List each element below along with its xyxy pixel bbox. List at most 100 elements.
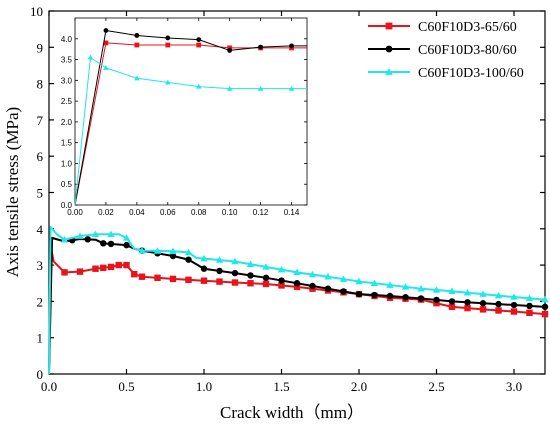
data-point-square bbox=[231, 279, 239, 286]
data-point-triangle bbox=[246, 260, 255, 267]
data-point-triangle bbox=[339, 275, 348, 282]
data-point-triangle bbox=[525, 294, 534, 302]
x-tick-label: 3.0 bbox=[506, 379, 522, 394]
data-point-square bbox=[216, 278, 223, 285]
series-3 bbox=[48, 225, 549, 375]
data-point-triangle bbox=[169, 247, 177, 255]
inset-x-tick-label: 0.10 bbox=[222, 208, 238, 217]
inset-x-tick-label: 0.12 bbox=[253, 208, 269, 217]
data-point-triangle bbox=[355, 277, 363, 285]
inset-series-line bbox=[74, 56, 307, 206]
data-point-square bbox=[262, 280, 270, 288]
x-tick-label: 1.0 bbox=[196, 379, 212, 394]
data-point-square bbox=[385, 22, 393, 30]
legend-label: C60F10D3-80/60 bbox=[418, 43, 517, 58]
data-point-circle bbox=[185, 256, 192, 263]
data-point-triangle bbox=[308, 270, 317, 278]
data-point-triangle bbox=[184, 248, 193, 256]
data-point-circle bbox=[200, 265, 208, 272]
data-point-circle bbox=[216, 267, 223, 275]
data-point-circle bbox=[100, 240, 107, 247]
data-point-triangle bbox=[324, 273, 332, 280]
data-point-circle bbox=[123, 241, 130, 249]
data-point-triangle bbox=[385, 68, 393, 75]
data-point-circle bbox=[526, 302, 533, 310]
data-point-circle bbox=[402, 294, 409, 301]
series-line bbox=[48, 225, 546, 375]
inset-x-tick-label: 0.04 bbox=[129, 208, 145, 217]
data-point-triangle bbox=[417, 285, 425, 292]
data-point-square bbox=[76, 268, 84, 275]
y-tick-label: 1 bbox=[37, 331, 44, 346]
legend-entry-3: C60F10D3-100/60 bbox=[368, 66, 524, 81]
data-point-circle bbox=[103, 28, 109, 33]
data-point-square bbox=[107, 263, 115, 271]
data-point-circle bbox=[324, 285, 332, 292]
data-point-triangle bbox=[165, 79, 171, 85]
data-point-square bbox=[526, 309, 533, 317]
data-point-triangle bbox=[257, 85, 264, 91]
inset-x-tick-label: 0.02 bbox=[98, 208, 114, 217]
data-point-triangle bbox=[76, 232, 84, 239]
y-tick-label: 3 bbox=[37, 258, 44, 273]
data-point-circle bbox=[495, 300, 502, 308]
data-point-triangle bbox=[107, 230, 115, 238]
y-tick-label: 7 bbox=[37, 113, 44, 128]
data-point-triangle bbox=[288, 85, 295, 91]
y-tick-label: 6 bbox=[37, 149, 44, 164]
data-point-square bbox=[61, 269, 68, 276]
legend: C60F10D3-65/60 C60F10D3-80/60 C60F10D3-100… bbox=[368, 20, 524, 81]
data-point-square bbox=[138, 273, 146, 280]
data-point-triangle bbox=[386, 281, 394, 288]
data-point-triangle bbox=[153, 247, 162, 254]
data-point-circle bbox=[107, 240, 115, 248]
data-point-circle bbox=[433, 296, 440, 304]
data-point-square bbox=[123, 261, 130, 269]
data-point-triangle bbox=[370, 279, 379, 287]
y-tick-label: 9 bbox=[37, 40, 44, 55]
data-point-circle bbox=[289, 43, 294, 49]
data-point-circle bbox=[510, 301, 518, 309]
data-point-triangle bbox=[277, 265, 286, 273]
inset-y-tick-label: 2.5 bbox=[61, 97, 73, 106]
inset-y-tick-label: 0.5 bbox=[61, 180, 73, 189]
inset-x-tick-label: 0.06 bbox=[160, 208, 176, 217]
y-tick-label: 10 bbox=[30, 4, 43, 19]
data-point-triangle bbox=[195, 83, 202, 89]
data-point-square bbox=[103, 40, 109, 46]
x-tick-label: 1.5 bbox=[273, 379, 289, 394]
data-point-triangle bbox=[91, 230, 100, 238]
inset-series-3 bbox=[74, 54, 307, 206]
x-axis-label: Crack width（mm） bbox=[220, 403, 364, 422]
inset-x-tick-label: 0.08 bbox=[191, 208, 207, 217]
data-point-triangle bbox=[401, 283, 410, 290]
data-point-triangle bbox=[226, 85, 233, 91]
data-point-circle bbox=[479, 300, 487, 307]
data-point-triangle bbox=[510, 293, 518, 300]
x-tick-label: 0.0 bbox=[41, 379, 57, 394]
data-point-square bbox=[227, 45, 233, 51]
y-tick-label: 0 bbox=[37, 367, 44, 382]
data-point-circle bbox=[541, 303, 549, 311]
y-tick-label: 4 bbox=[37, 222, 44, 237]
data-point-square bbox=[100, 264, 107, 272]
legend-entry-2: C60F10D3-80/60 bbox=[368, 43, 517, 58]
x-tick-label: 0.5 bbox=[118, 379, 134, 394]
y-tick-label: 8 bbox=[37, 77, 44, 92]
data-point-circle bbox=[247, 272, 254, 279]
inset-y-tick-label: 1.5 bbox=[61, 139, 73, 148]
data-point-triangle bbox=[138, 246, 146, 254]
y-axis-label: Axis tensile stress (MPa) bbox=[3, 107, 22, 277]
data-point-square bbox=[495, 307, 502, 314]
data-point-square bbox=[154, 274, 161, 282]
data-point-circle bbox=[258, 44, 263, 50]
legend-label: C60F10D3-100/60 bbox=[418, 66, 524, 81]
data-point-triangle bbox=[215, 256, 224, 263]
data-point-square bbox=[448, 303, 456, 311]
data-point-triangle bbox=[103, 65, 109, 70]
data-point-triangle bbox=[541, 295, 549, 303]
data-point-triangle bbox=[134, 75, 140, 81]
data-point-triangle bbox=[122, 234, 131, 241]
